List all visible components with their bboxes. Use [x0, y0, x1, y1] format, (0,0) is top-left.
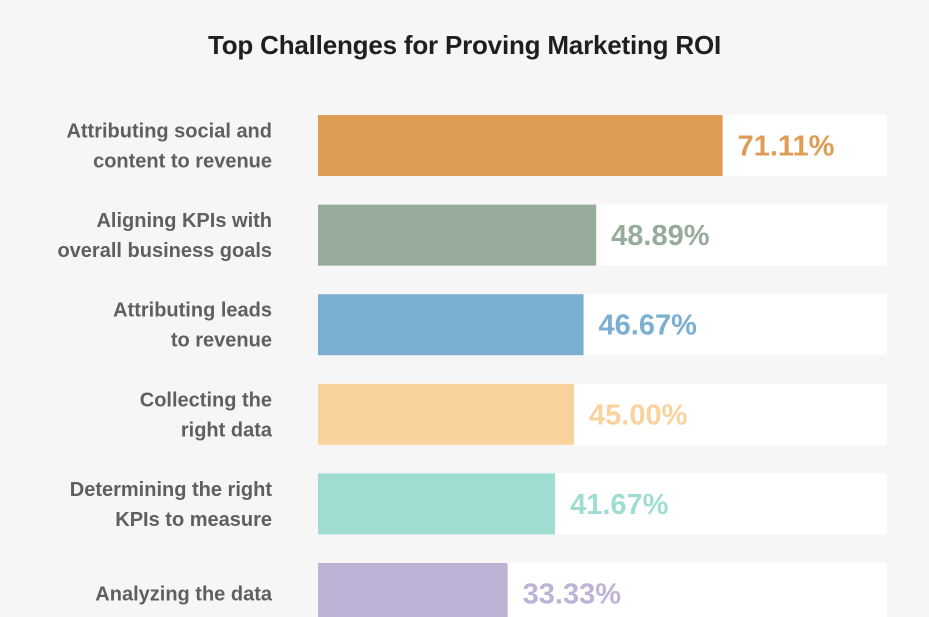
category-label: to revenue — [171, 330, 272, 352]
category-label: Attributing leads — [113, 300, 272, 322]
bar-row: 48.89% Aligning KPIs with overall business… — [57, 204, 887, 266]
category-label: content to revenue — [93, 151, 272, 173]
data-label: 41.67% — [570, 489, 669, 521]
bar-row: 46.67% Attributing leads to revenue — [113, 294, 887, 356]
bar — [318, 383, 575, 445]
chart-title: Top Challenges for Proving Marketing ROI — [207, 30, 722, 60]
bar-row: 41.67% Determining the right KPIs to measu… — [70, 473, 887, 535]
bar-row: 71.11% Attributing social and content to r… — [66, 115, 887, 176]
bar — [318, 115, 723, 176]
category-label: overall business goals — [57, 240, 272, 262]
bar — [318, 294, 584, 356]
category-label: Determining the right — [70, 479, 273, 501]
data-label: 48.89% — [611, 220, 710, 252]
category-label: KPIs to measure — [115, 509, 272, 531]
data-label: 46.67% — [599, 310, 698, 342]
category-label: Attributing social and — [66, 121, 272, 143]
category-label: right data — [181, 419, 273, 441]
data-label: 33.33% — [523, 579, 622, 611]
bar-row: 45.00% Collecting the right data — [140, 383, 887, 445]
bar — [318, 204, 597, 266]
bar — [318, 563, 508, 617]
category-label: Collecting the — [140, 389, 272, 411]
category-label: Aligning KPIs with — [96, 210, 272, 232]
bar — [318, 473, 556, 535]
data-label: 71.11% — [738, 131, 835, 163]
bar-row: 33.33% Analyzing the data — [95, 563, 887, 617]
data-label: 45.00% — [589, 399, 688, 431]
category-label: Analyzing the data — [95, 584, 273, 606]
